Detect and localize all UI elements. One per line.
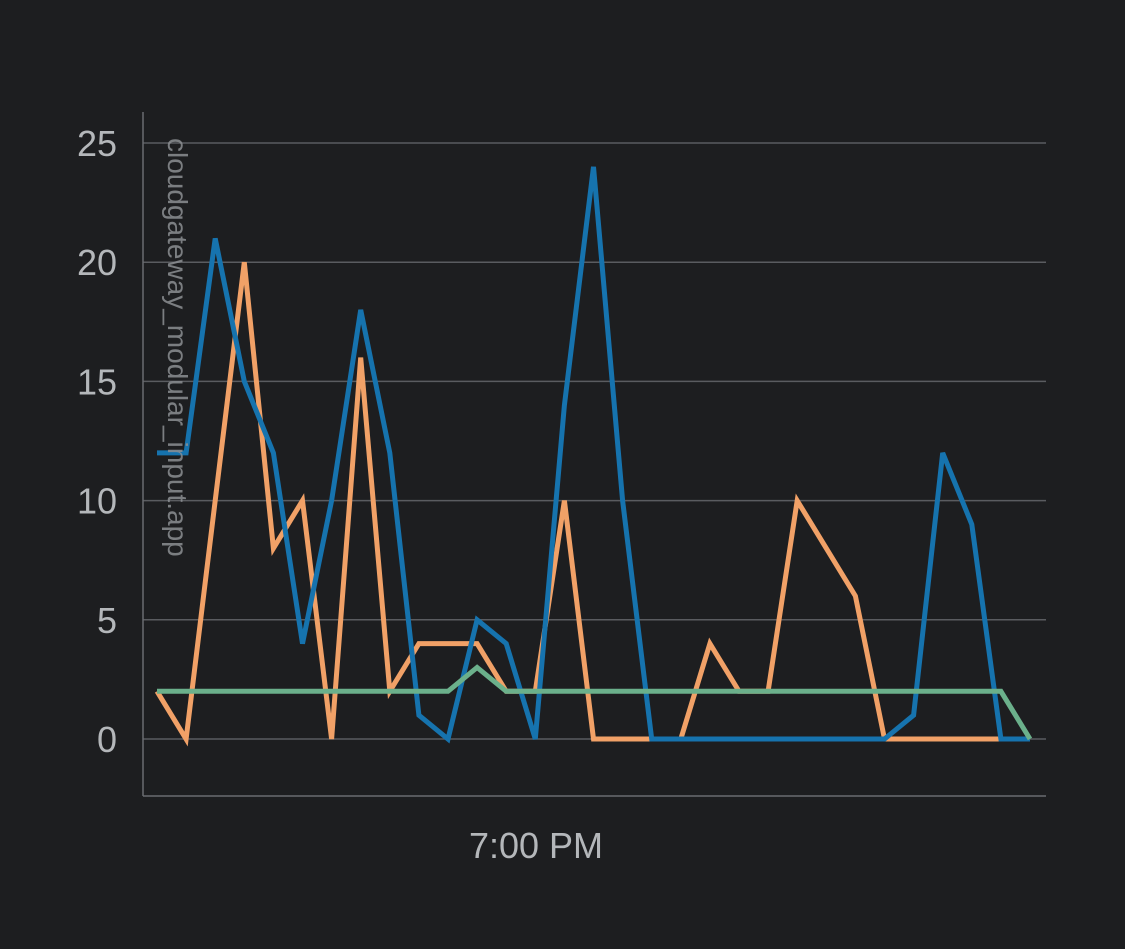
- y-tick-label-25: 25: [77, 123, 117, 164]
- y-tick-label-10: 10: [77, 481, 117, 522]
- series-lines: [154, 166, 1033, 747]
- axes: [142, 112, 1046, 797]
- y-axis-label: cloudgateway_modular_input.app: [162, 138, 193, 557]
- x-tick-labels: 7:00 PM: [469, 825, 603, 866]
- y-tick-labels: 0 5 10 15 20 25: [77, 123, 117, 760]
- series-line-1: [157, 166, 1030, 744]
- x-tick-label-0: 7:00 PM: [469, 825, 603, 866]
- y-tick-label-5: 5: [97, 600, 117, 641]
- grid-lines: [143, 142, 1046, 740]
- series-line-2: [157, 664, 1033, 741]
- series-line-0: [154, 261, 1001, 747]
- y-tick-label-20: 20: [77, 242, 117, 283]
- y-tick-label-0: 0: [97, 719, 117, 760]
- y-tick-label-15: 15: [77, 361, 117, 402]
